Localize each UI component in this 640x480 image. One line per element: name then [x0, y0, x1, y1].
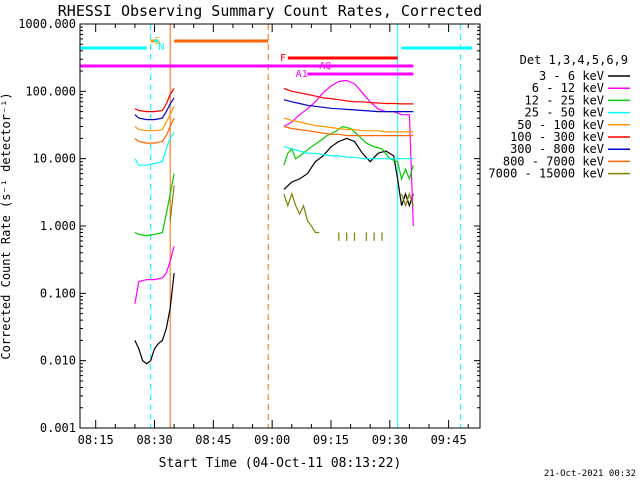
y-tick-label: 100.000 — [25, 84, 76, 98]
series-line-0-0 — [134, 273, 175, 365]
x-axis-label: Start Time (04-Oct-11 08:13:22) — [159, 456, 402, 471]
series-line-2-0 — [134, 173, 175, 237]
y-tick-label: 10.000 — [33, 152, 76, 166]
legend-label-7: 800 - 7000 keV — [503, 154, 604, 168]
series-line-5-0 — [134, 88, 175, 113]
legend-label-6: 300 - 800 keV — [510, 142, 604, 156]
series-8 — [169, 185, 414, 241]
x-tick-label: 09:00 — [254, 433, 290, 447]
series-line-0-1 — [283, 137, 414, 208]
flag-label-f: F — [280, 53, 286, 64]
y-axis-label: Corrected Count Rate (s⁻¹ detector⁻¹) — [0, 92, 13, 359]
series-line-8-1 — [283, 192, 320, 234]
chart-title: RHESSI Observing Summary Count Rates, Co… — [58, 2, 482, 20]
plot-area: SNFAQA1 — [79, 24, 473, 428]
legend-label-0: 3 - 6 keV — [539, 69, 604, 83]
series-7 — [134, 117, 414, 144]
series-line-6-0 — [134, 97, 175, 121]
y-tick-label: 1.000 — [40, 219, 76, 233]
series-line-7-1 — [283, 125, 414, 137]
series-line-3-1 — [283, 146, 414, 160]
y-tick-label: 0.100 — [40, 286, 76, 300]
y-tick-label: 1000.000 — [18, 17, 76, 31]
series-line-4-1 — [283, 117, 414, 133]
series-line-2-1 — [283, 125, 414, 181]
y-tick-label: 0.001 — [40, 421, 76, 435]
legend-title: Det 1,3,4,5,6,9 — [520, 53, 628, 67]
series-2 — [134, 125, 414, 237]
series-line-4-0 — [134, 106, 175, 132]
series-5 — [134, 87, 414, 113]
series-4 — [134, 106, 414, 133]
x-tick-label: 09:30 — [372, 433, 408, 447]
series-line-8-0 — [169, 185, 175, 221]
legend-label-3: 25 - 50 keV — [525, 106, 604, 120]
flag-label-a1: A1 — [296, 69, 308, 80]
series-6 — [134, 97, 414, 121]
x-tick-label: 08:45 — [195, 433, 231, 447]
series-3 — [134, 131, 414, 166]
x-tick-label: 08:15 — [78, 433, 114, 447]
legend-label-2: 12 - 25 keV — [525, 93, 604, 107]
y-tick-label: 0.010 — [40, 354, 76, 368]
series-line-1-0 — [134, 246, 175, 304]
series-line-8-8 — [401, 191, 414, 208]
legend-label-4: 50 - 100 keV — [517, 118, 604, 132]
legend-label-5: 100 - 300 keV — [510, 130, 604, 144]
x-axis-ticks: 08:15 08:30 08:45 09:00 09:15 09:30 09:45 — [78, 24, 469, 447]
legend-label-1: 6 - 12 keV — [532, 81, 604, 95]
series-line-5-1 — [283, 87, 414, 105]
flag-label-n: N — [158, 42, 164, 53]
x-tick-label: 08:30 — [136, 433, 172, 447]
x-tick-label: 09:45 — [431, 433, 467, 447]
timestamp: 21-Oct-2021 00:32 — [544, 469, 636, 479]
x-tick-label: 09:15 — [313, 433, 349, 447]
series-line-7-0 — [134, 117, 175, 144]
series-line-6-1 — [283, 99, 414, 113]
series-line-3-0 — [134, 131, 175, 166]
legend-label-8: 7000 - 15000 keV — [488, 167, 604, 181]
y-axis-ticks: 0.001 0.010 0.100 1.000 10.000 100.000 1000.00… — [18, 17, 480, 435]
series-0 — [134, 137, 414, 365]
